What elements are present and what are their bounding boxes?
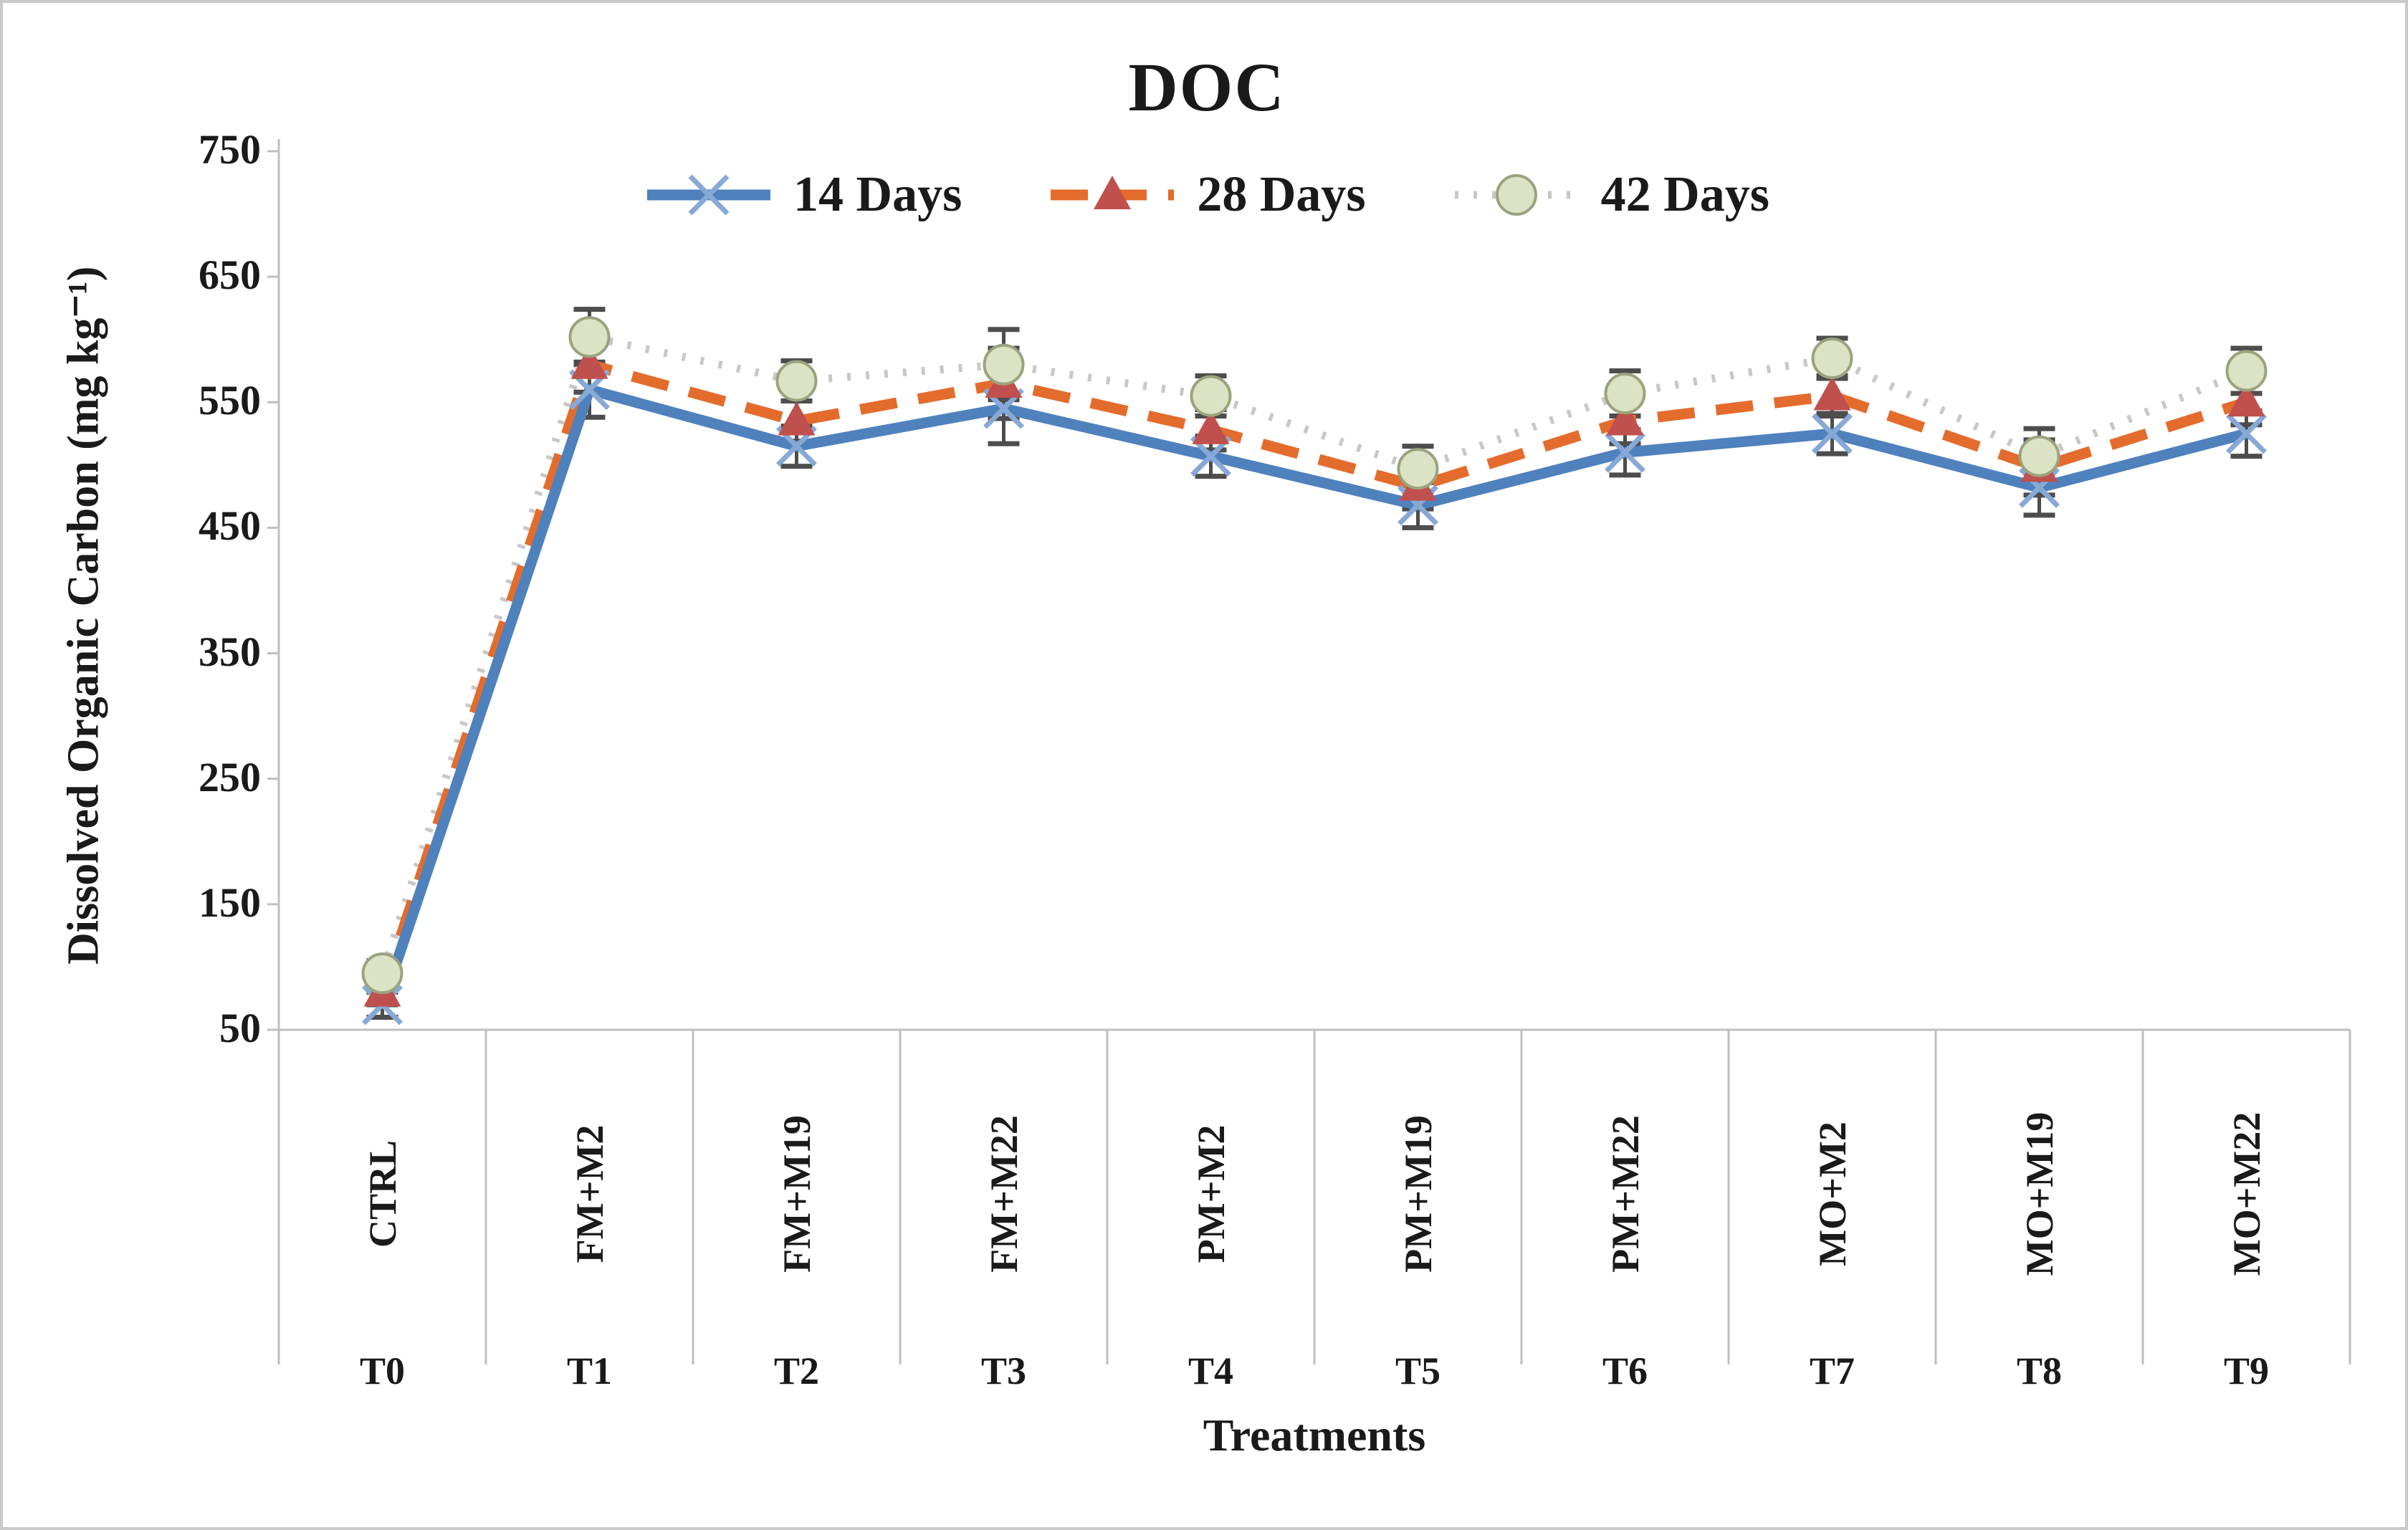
triangle-marker bbox=[778, 401, 816, 436]
triangle-marker bbox=[1813, 376, 1851, 411]
legend-item-28-days: 28 Days bbox=[1048, 166, 1366, 224]
treatment-code-label: T9 bbox=[2223, 1349, 2270, 1392]
y-tick-label: 650 bbox=[199, 252, 261, 299]
circle-marker bbox=[568, 316, 611, 358]
y-tick-label: 150 bbox=[199, 879, 261, 926]
treatment-code-label: T5 bbox=[1395, 1349, 1441, 1392]
y-tick-label: 50 bbox=[219, 1005, 261, 1051]
category-label: CTRL bbox=[360, 1139, 404, 1248]
treatment-code-label: T6 bbox=[1602, 1349, 1648, 1392]
triangle-marker bbox=[1606, 401, 1644, 436]
legend: 14 Days 28 Days 42 Days bbox=[3, 166, 2405, 224]
treatment-code-label: T8 bbox=[2016, 1349, 2063, 1392]
category-label: PM+M19 bbox=[1396, 1115, 1440, 1273]
y-axis-title: Dissolved Organic Carbon (mg kg⁻¹) bbox=[59, 266, 108, 965]
circle-marker bbox=[1604, 373, 1646, 415]
circle-marker bbox=[775, 360, 818, 402]
treatment-code-label: T0 bbox=[359, 1349, 406, 1392]
legend-label: 14 Days bbox=[793, 167, 962, 222]
doc-line-chart bbox=[267, 139, 2351, 1364]
x-axis-title: Treatments bbox=[1203, 1410, 1426, 1460]
y-tick-label: 350 bbox=[199, 628, 261, 675]
treatment-code-label: T7 bbox=[1809, 1349, 1855, 1392]
circle-marker bbox=[1190, 375, 1232, 417]
treatment-code-label: T3 bbox=[980, 1349, 1027, 1392]
triangle-marker bbox=[570, 345, 608, 379]
legend-swatch-x-icon bbox=[647, 174, 771, 216]
triangle-marker bbox=[1192, 410, 1230, 444]
circle-marker bbox=[361, 952, 403, 995]
category-label: FM+M2 bbox=[568, 1124, 611, 1263]
circle-marker bbox=[2018, 435, 2060, 477]
circle-marker bbox=[1397, 448, 1439, 490]
category-label: MO+M19 bbox=[2017, 1111, 2061, 1276]
category-label: FM+M19 bbox=[775, 1115, 818, 1273]
circle-marker bbox=[1811, 337, 1853, 379]
y-tick-label: 450 bbox=[199, 502, 261, 550]
series-line-28-days bbox=[377, 358, 2248, 994]
chart-title: DOC bbox=[1128, 49, 1286, 125]
legend-label: 42 Days bbox=[1600, 167, 1769, 222]
category-label: FM+M22 bbox=[982, 1115, 1026, 1273]
y-tick-label: 550 bbox=[199, 377, 261, 424]
series-line-14-days bbox=[377, 383, 2248, 1007]
treatment-code-label: T2 bbox=[773, 1349, 820, 1392]
legend-item-42-days: 42 Days bbox=[1452, 166, 1769, 224]
treatment-code-label: T4 bbox=[1188, 1349, 1234, 1392]
treatment-code-label: T1 bbox=[566, 1349, 613, 1392]
legend-swatch-circle-icon bbox=[1454, 174, 1578, 216]
category-label: PM+M2 bbox=[1189, 1124, 1233, 1263]
y-tick-label: 250 bbox=[199, 753, 261, 800]
x-marker bbox=[1812, 413, 1853, 454]
x-marker bbox=[2226, 413, 2267, 454]
x-marker bbox=[1605, 431, 1645, 473]
legend-item-14-days: 14 Days bbox=[644, 166, 962, 224]
circle-marker bbox=[2225, 350, 2268, 392]
series-line-42-days bbox=[378, 332, 2248, 975]
triangle-marker bbox=[2227, 383, 2265, 417]
category-label: MO+M2 bbox=[1810, 1122, 1854, 1266]
circle-marker bbox=[983, 343, 1025, 386]
legend-swatch-triangle-icon bbox=[1051, 176, 1175, 209]
category-label: MO+M22 bbox=[2225, 1111, 2268, 1276]
y-tick-label: 750 bbox=[199, 126, 261, 173]
category-label: PM+M22 bbox=[1603, 1115, 1647, 1273]
legend-label: 28 Days bbox=[1197, 167, 1366, 222]
